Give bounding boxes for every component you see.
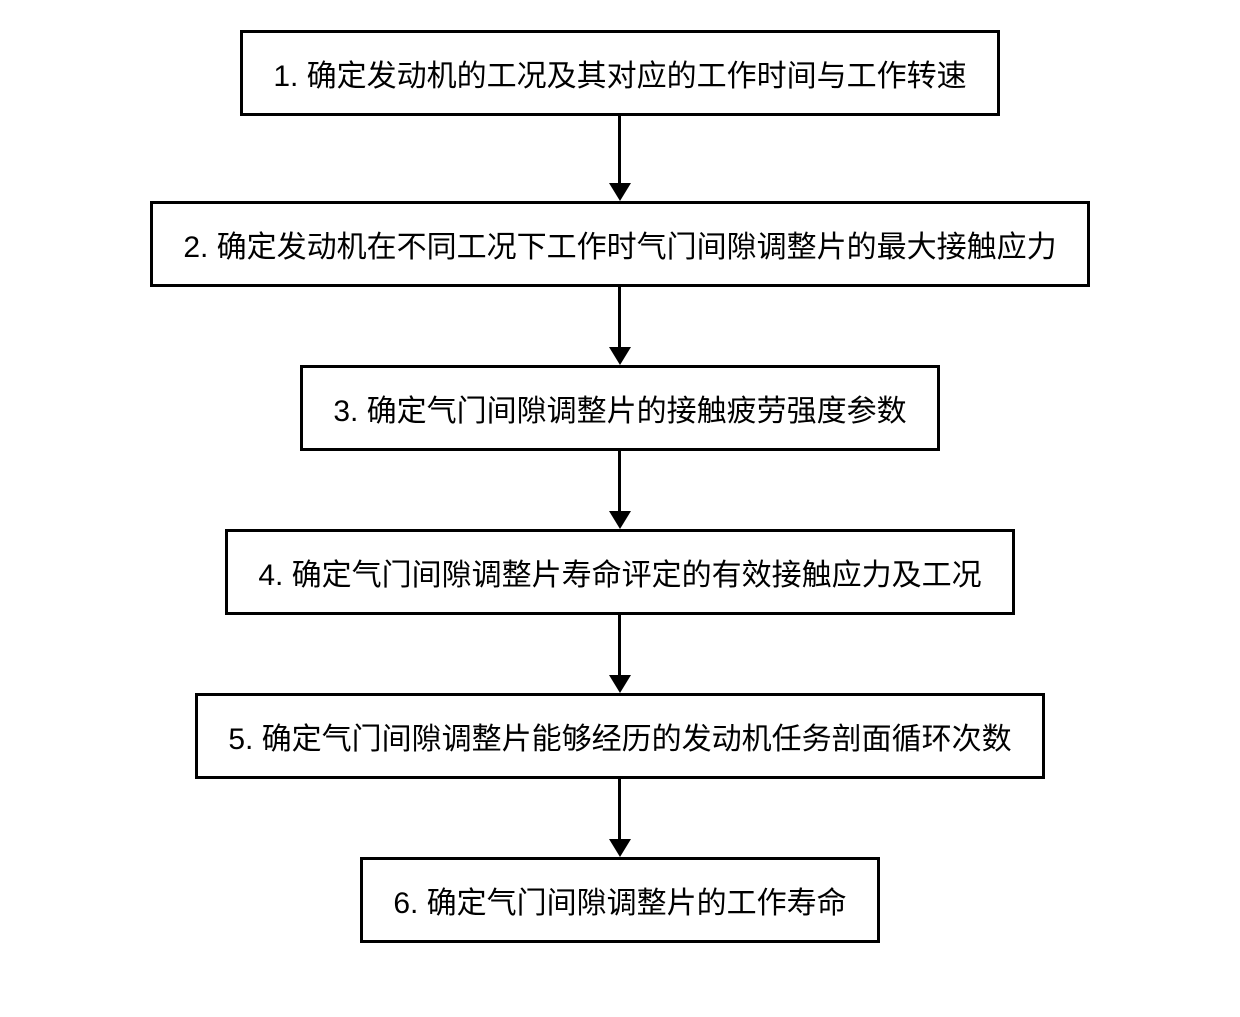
arrow-head-icon (609, 511, 631, 529)
arrow-line (618, 451, 621, 511)
flow-step-label: 5. 确定气门间隙调整片能够经历的发动机任务剖面循环次数 (228, 723, 1011, 756)
flow-step-2: 2. 确定发动机在不同工况下工作时气门间隙调整片的最大接触应力 (150, 201, 1089, 287)
flow-step-label: 1. 确定发动机的工况及其对应的工作时间与工作转速 (273, 60, 966, 93)
flow-step-5: 5. 确定气门间隙调整片能够经历的发动机任务剖面循环次数 (195, 693, 1044, 779)
flow-step-1: 1. 确定发动机的工况及其对应的工作时间与工作转速 (240, 30, 999, 116)
arrow-head-icon (609, 347, 631, 365)
flow-arrow (609, 451, 631, 529)
flow-arrow (609, 779, 631, 857)
arrow-head-icon (609, 675, 631, 693)
flowchart-container: 1. 确定发动机的工况及其对应的工作时间与工作转速 2. 确定发动机在不同工况下工… (150, 30, 1089, 943)
flow-step-label: 6. 确定气门间隙调整片的工作寿命 (393, 887, 846, 920)
arrow-head-icon (609, 183, 631, 201)
flow-arrow (609, 615, 631, 693)
arrow-head-icon (609, 839, 631, 857)
flow-arrow (609, 287, 631, 365)
flow-step-label: 2. 确定发动机在不同工况下工作时气门间隙调整片的最大接触应力 (183, 231, 1056, 264)
flow-step-3: 3. 确定气门间隙调整片的接触疲劳强度参数 (300, 365, 939, 451)
flow-arrow (609, 116, 631, 201)
flow-step-label: 4. 确定气门间隙调整片寿命评定的有效接触应力及工况 (258, 559, 981, 592)
arrow-line (618, 779, 621, 839)
flow-step-label: 3. 确定气门间隙调整片的接触疲劳强度参数 (333, 395, 906, 428)
arrow-line (618, 116, 621, 183)
flow-step-6: 6. 确定气门间隙调整片的工作寿命 (360, 857, 879, 943)
arrow-line (618, 615, 621, 675)
flow-step-4: 4. 确定气门间隙调整片寿命评定的有效接触应力及工况 (225, 529, 1014, 615)
arrow-line (618, 287, 621, 347)
